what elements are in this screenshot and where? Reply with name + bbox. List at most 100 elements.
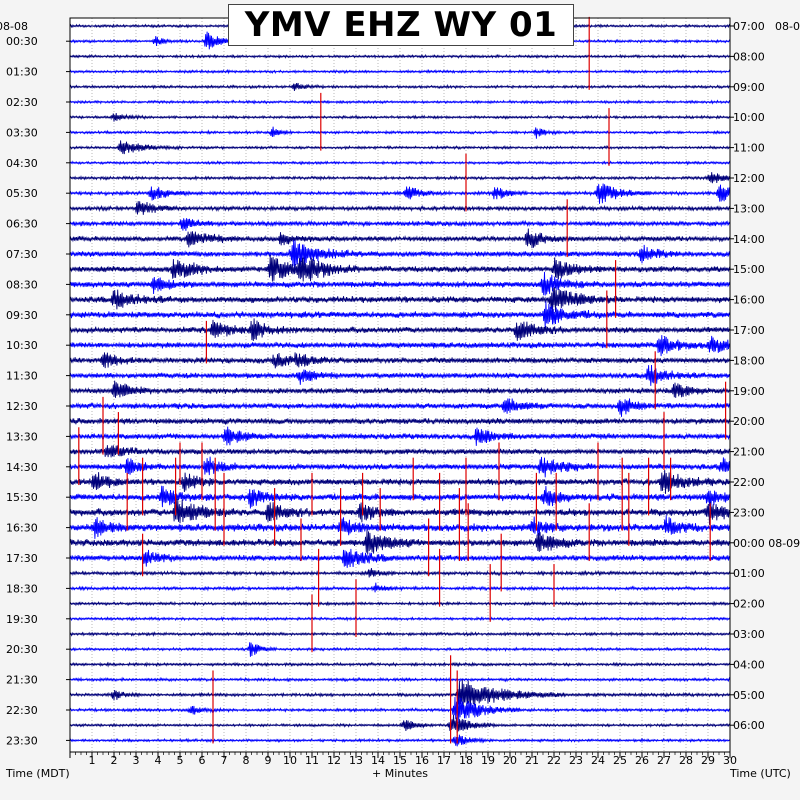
right-date-label: 08-08 xyxy=(775,20,800,33)
trace-row xyxy=(69,695,731,723)
right-time-label: 13:00 xyxy=(733,202,765,215)
x-tick-label: 10 xyxy=(283,754,297,767)
trace-row xyxy=(69,160,731,166)
x-tick-label: 26 xyxy=(635,754,649,767)
x-tick-label: 8 xyxy=(243,754,250,767)
right-time-label: 03:00 xyxy=(733,628,765,641)
left-time-label: 22:30 xyxy=(6,704,38,717)
x-tick-label: 1 xyxy=(89,754,96,767)
trace-row xyxy=(69,600,731,607)
right-time-label: 22:00 xyxy=(733,476,765,489)
trace-row xyxy=(69,642,731,657)
trace-row xyxy=(69,126,731,139)
right-time-label: 21:00 xyxy=(733,446,765,459)
left-time-label: 20:30 xyxy=(6,643,38,656)
trace-row xyxy=(69,676,731,683)
x-tick-label: 14 xyxy=(371,754,385,767)
x-tick-label: 30 xyxy=(723,754,737,767)
left-time-label: 04:30 xyxy=(6,157,38,170)
left-time-label: 05:30 xyxy=(6,187,38,200)
trace-row xyxy=(69,172,731,184)
trace-row xyxy=(69,68,731,75)
left-time-label: 12:30 xyxy=(6,400,38,413)
trace-row xyxy=(69,183,731,204)
left-time-label: 03:30 xyxy=(6,126,38,139)
left-time-label: 16:30 xyxy=(6,522,38,535)
x-tick-label: 6 xyxy=(199,754,206,767)
right-time-label: 01:00 xyxy=(733,567,765,580)
x-tick-label: 19 xyxy=(481,754,495,767)
trace-row xyxy=(69,567,731,578)
trace-row xyxy=(69,318,731,342)
left-time-label: 21:30 xyxy=(6,674,38,687)
left-time-label: 07:30 xyxy=(6,248,38,261)
x-tick-label: 22 xyxy=(547,754,561,767)
x-tick-label: 24 xyxy=(591,754,605,767)
trace-row xyxy=(69,352,731,369)
left-time-label: 11:30 xyxy=(6,370,38,383)
x-tick-label: 15 xyxy=(393,754,407,767)
trace-row xyxy=(69,380,731,398)
left-date-label: 08-08 xyxy=(0,20,28,33)
x-tick-label: 5 xyxy=(177,754,184,767)
trace-row xyxy=(69,218,731,231)
left-time-label: 18:30 xyxy=(6,582,38,595)
trace-row xyxy=(69,426,731,446)
trace-row xyxy=(69,515,731,539)
trace-row xyxy=(69,53,731,60)
right-time-label: 07:00 xyxy=(733,20,765,33)
left-time-label: 00:30 xyxy=(6,35,38,48)
trace-row xyxy=(69,335,731,357)
right-time-label: 00:00 08-09 xyxy=(733,537,800,550)
trace-row xyxy=(69,301,731,330)
left-time-label: 08:30 xyxy=(6,278,38,291)
x-tick-label: 25 xyxy=(613,754,627,767)
right-time-label: 16:00 xyxy=(733,294,765,307)
x-tick-label: 17 xyxy=(437,754,451,767)
x-tick-label: 2 xyxy=(111,754,118,767)
trace-row xyxy=(69,271,731,296)
right-time-label: 04:00 xyxy=(733,658,765,671)
right-time-label: 18:00 xyxy=(733,354,765,367)
right-time-label: 12:00 xyxy=(733,172,765,185)
left-time-label: 15:30 xyxy=(6,491,38,504)
trace-row xyxy=(69,582,731,593)
right-time-label: 20:00 xyxy=(733,415,765,428)
trace-row xyxy=(69,417,731,426)
trace-row xyxy=(69,679,731,711)
trace-row xyxy=(69,734,731,747)
right-time-label: 19:00 xyxy=(733,385,765,398)
right-time-label: 23:00 xyxy=(733,506,765,519)
x-tick-label: 27 xyxy=(657,754,671,767)
trace-row xyxy=(69,228,731,249)
left-time-label: 10:30 xyxy=(6,339,38,352)
trace-row xyxy=(69,82,731,91)
left-axis-title: Time (MDT) xyxy=(5,767,70,780)
left-time-label: 17:30 xyxy=(6,552,38,565)
chart-title: YMV EHZ WY 01 xyxy=(228,4,574,46)
x-tick-label: 28 xyxy=(679,754,693,767)
right-time-label: 08:00 xyxy=(733,50,765,63)
trace-row xyxy=(69,631,731,638)
right-time-label: 05:00 xyxy=(733,689,765,702)
right-time-label: 17:00 xyxy=(733,324,765,337)
left-time-label: 02:30 xyxy=(6,96,38,109)
x-tick-label: 21 xyxy=(525,754,539,767)
left-time-label: 14:30 xyxy=(6,461,38,474)
x-tick-label: 4 xyxy=(155,754,162,767)
left-time-label: 01:30 xyxy=(6,66,38,79)
trace-row xyxy=(69,140,731,155)
x-tick-label: 3 xyxy=(133,754,140,767)
left-time-label: 13:30 xyxy=(6,430,38,443)
trace-row xyxy=(69,239,731,269)
trace-row xyxy=(69,99,731,105)
right-time-label: 14:00 xyxy=(733,233,765,246)
right-time-label: 11:00 xyxy=(733,142,765,155)
right-time-label: 02:00 xyxy=(733,598,765,611)
x-tick-label: 11 xyxy=(305,754,319,767)
x-tick-label: 23 xyxy=(569,754,583,767)
x-tick-label: 9 xyxy=(265,754,272,767)
trace-row xyxy=(69,398,731,417)
